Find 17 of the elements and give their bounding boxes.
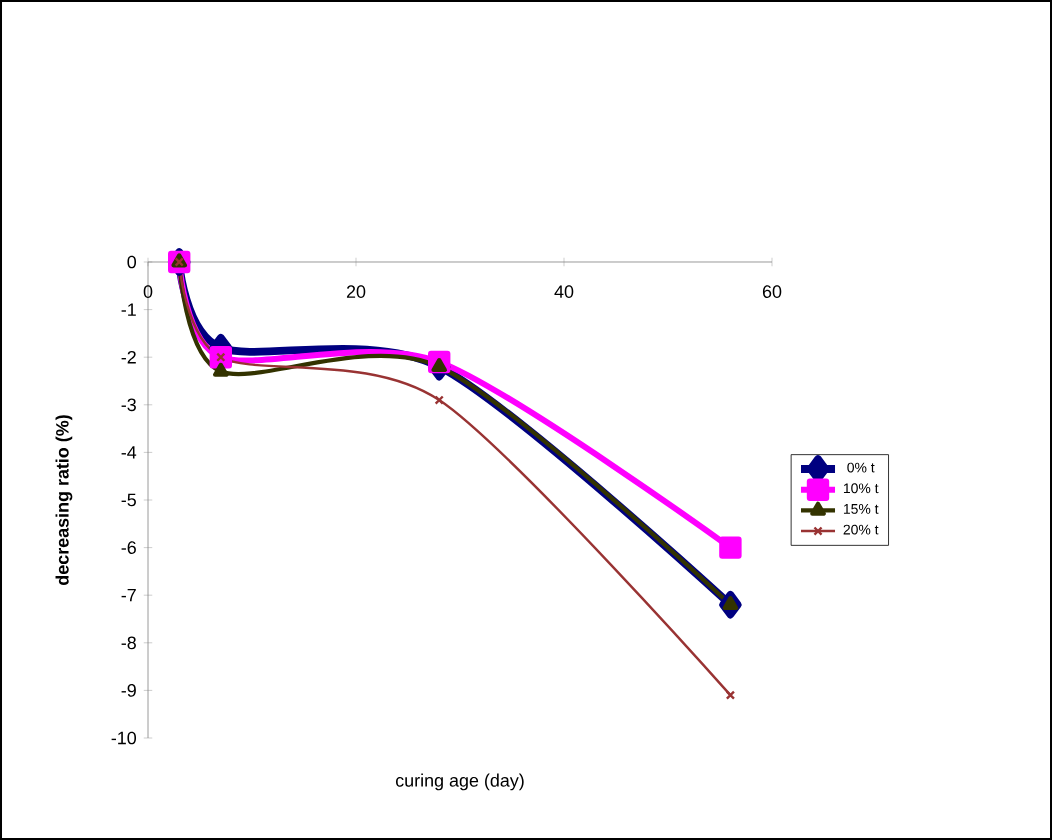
y-tick-label: -6	[121, 541, 136, 554]
y-tick-label: -10	[111, 731, 137, 745]
x-tick-label: 40	[554, 285, 574, 298]
x-tick-label: 0	[143, 285, 153, 298]
y-axis-title: decreasing ratio (%)	[55, 415, 73, 585]
y-tick-label: -1	[121, 303, 136, 316]
y-tick-label: -3	[121, 398, 136, 412]
y-tick-label: -7	[121, 589, 136, 602]
x-tick-label: 60	[762, 285, 782, 298]
y-tick-label: 0	[127, 255, 137, 269]
y-tick-label: -9	[121, 684, 136, 697]
x-tick-label: 20	[346, 285, 366, 298]
y-tick-label: -2	[121, 350, 136, 364]
x-axis-title: curing age (day)	[395, 773, 524, 791]
y-tick-label: -4	[121, 446, 137, 459]
y-tick-label: -8	[121, 636, 136, 650]
y-tick-label: -5	[121, 493, 136, 507]
